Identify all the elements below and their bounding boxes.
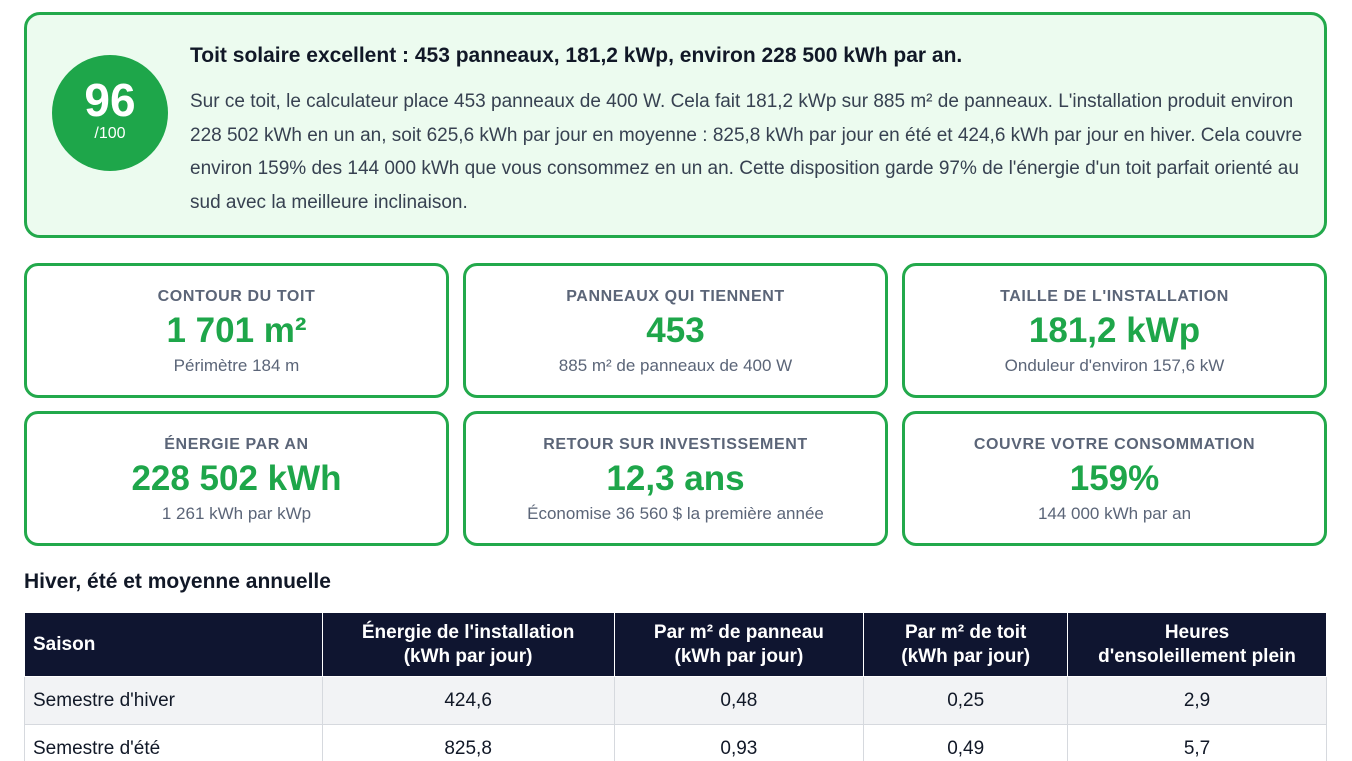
column-header-per-panel-m2: Par m² de panneau (kWh par jour) <box>613 612 865 677</box>
card-value: 181,2 kWp <box>1028 311 1201 350</box>
cell-peak-sun-hours: 5,7 <box>1067 724 1327 761</box>
cell-system-energy: 825,8 <box>321 724 615 761</box>
cell-per-panel-m2: 0,93 <box>613 724 865 761</box>
season-table-title: Hiver, été et moyenne annuelle <box>24 570 331 593</box>
card-consumption-coverage: COUVRE VOTRE CONSOMMATION 159% 144 000 k… <box>902 411 1327 546</box>
card-label: ÉNERGIE PAR AN <box>164 436 309 453</box>
card-subtext: Onduleur d'environ 157,6 kW <box>1004 356 1225 375</box>
cell-per-roof-m2: 0,25 <box>863 676 1069 725</box>
card-value: 159% <box>1069 459 1160 498</box>
card-label: PANNEAUX QUI TIENNENT <box>566 288 785 305</box>
cell-per-panel-m2: 0,48 <box>613 676 865 725</box>
column-header-per-roof-m2: Par m² de toit (kWh par jour) <box>863 612 1069 677</box>
card-value: 1 701 m² <box>166 311 307 350</box>
cell-season: Semestre d'hiver <box>24 676 323 725</box>
cell-per-roof-m2: 0,49 <box>863 724 1069 761</box>
cell-peak-sun-hours: 2,9 <box>1067 676 1327 725</box>
score-max: /100 <box>94 125 126 142</box>
column-header-system-energy: Énergie de l'installation (kWh par jour) <box>321 612 615 677</box>
card-value: 228 502 kWh <box>131 459 342 498</box>
card-subtext: 1 261 kWh par kWp <box>161 504 312 523</box>
card-label: TAILLE DE L'INSTALLATION <box>1000 288 1229 305</box>
card-annual-energy: ÉNERGIE PAR AN 228 502 kWh 1 261 kWh par… <box>24 411 449 546</box>
card-label: RETOUR SUR INVESTISSEMENT <box>543 436 808 453</box>
summary-panel: 96 /100 Toit solaire excellent : 453 pan… <box>24 12 1327 238</box>
card-value: 12,3 ans <box>606 459 745 498</box>
card-subtext: Économise 36 560 $ la première année <box>527 504 824 523</box>
card-label: CONTOUR DU TOIT <box>157 288 316 305</box>
column-header-peak-sun-hours: Heures d'ensoleillement plein <box>1067 612 1327 677</box>
summary-description: Sur ce toit, le calculateur place 453 pa… <box>190 91 1303 213</box>
card-value: 453 <box>646 311 705 350</box>
column-header-season: Saison <box>24 612 323 677</box>
card-subtext: 885 m² de panneaux de 400 W <box>558 356 793 375</box>
table-row: Semestre d'été 825,8 0,93 0,49 5,7 <box>24 724 1327 761</box>
card-subtext: Périmètre 184 m <box>173 356 300 375</box>
card-payback: RETOUR SUR INVESTISSEMENT 12,3 ans Écono… <box>463 411 888 546</box>
cell-season: Semestre d'été <box>24 724 323 761</box>
card-label: COUVRE VOTRE CONSOMMATION <box>973 436 1256 453</box>
card-subtext: 144 000 kWh par an <box>1037 504 1192 523</box>
card-system-size: TAILLE DE L'INSTALLATION 181,2 kWp Ondul… <box>902 263 1327 398</box>
score-value: 96 <box>84 74 136 126</box>
season-table: Saison Énergie de l'installation (kWh pa… <box>24 612 1327 761</box>
table-row: Semestre d'hiver 424,6 0,48 0,25 2,9 <box>24 676 1327 725</box>
cell-system-energy: 424,6 <box>321 676 615 725</box>
score-badge: 96 /100 <box>52 55 168 171</box>
summary-headline: Toit solaire excellent : 453 panneaux, 1… <box>190 44 963 67</box>
card-roof-outline: CONTOUR DU TOIT 1 701 m² Périmètre 184 m <box>24 263 449 398</box>
table-header-row: Saison Énergie de l'installation (kWh pa… <box>24 612 1327 677</box>
card-panels-fit: PANNEAUX QUI TIENNENT 453 885 m² de pann… <box>463 263 888 398</box>
